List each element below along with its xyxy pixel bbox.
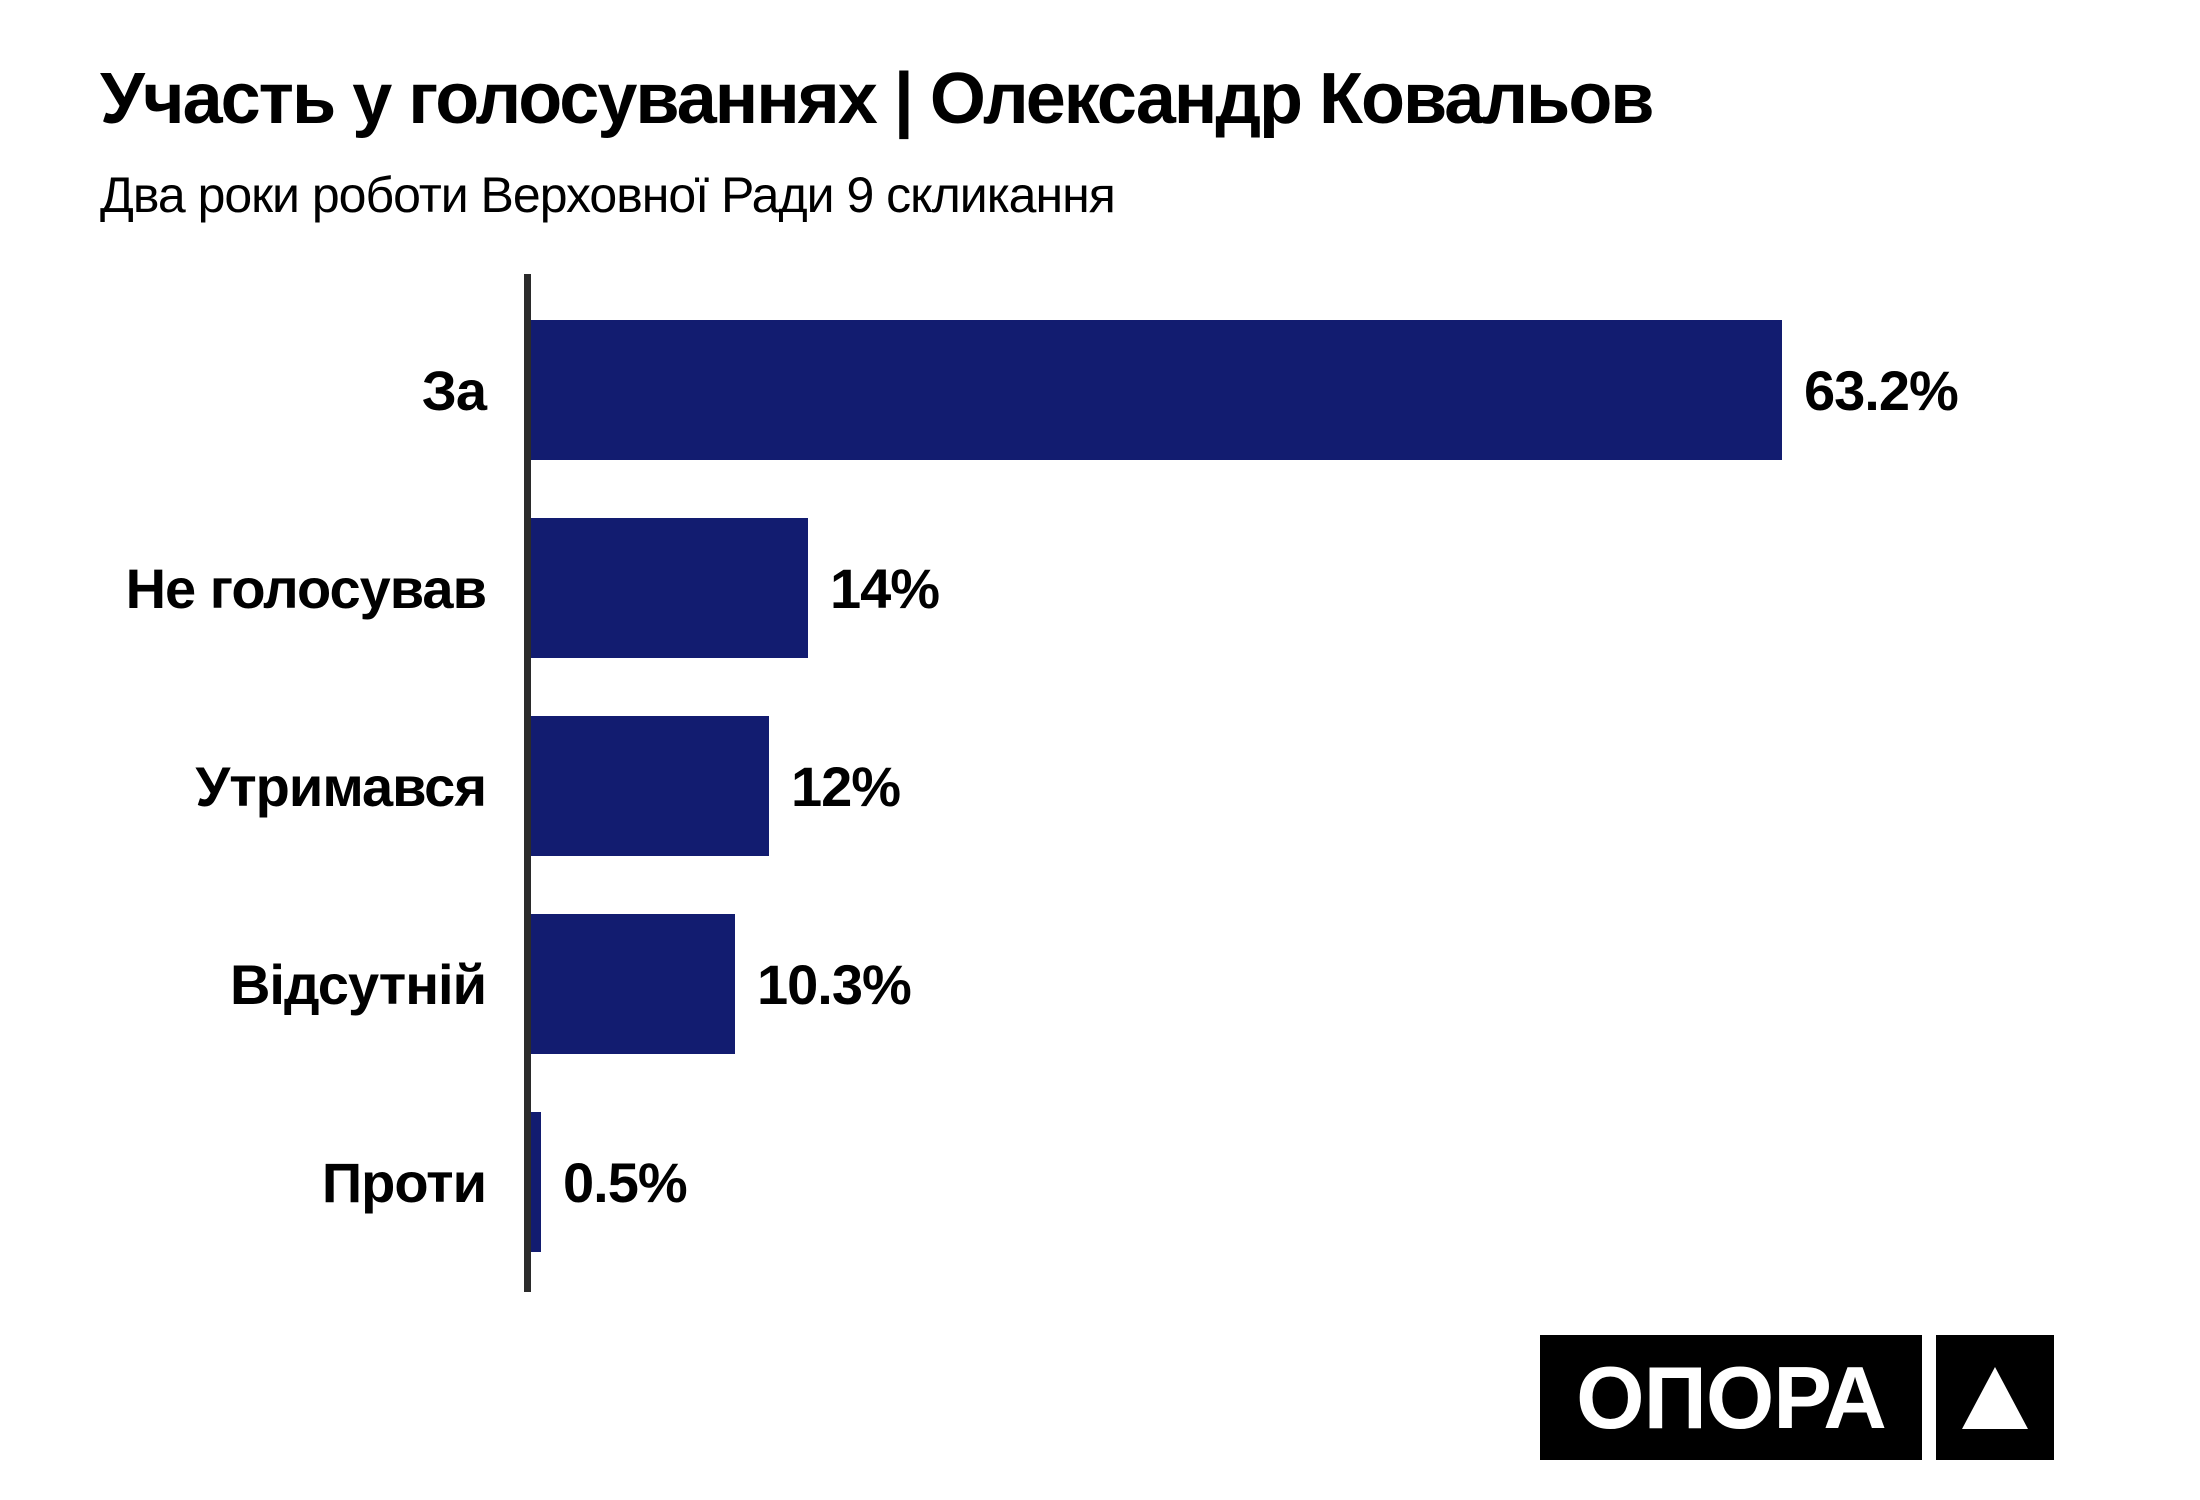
category-label: Відсутній [229,952,487,1016]
chart-subtitle: Два роки роботи Верховної Ради 9 скликан… [100,167,1116,223]
value-label: 14% [830,556,940,620]
bar [531,914,735,1054]
bar-row: Утримався 12% [0,716,2200,856]
category-label: Проти [321,1150,487,1214]
category-label: Не голосував [125,556,487,620]
triangle-up-icon [1962,1366,2028,1429]
y-axis-line [524,274,531,1292]
value-label: 12% [791,754,901,818]
value-label: 63.2% [1804,358,1959,422]
bar-row: Відсутній 10.3% [0,914,2200,1054]
bar [531,518,808,658]
opora-logo: ОПОРА [1540,1335,2054,1460]
category-label: За [421,358,487,422]
chart-title: Участь у голосуваннях | Олександр Коваль… [100,59,1655,139]
value-label: 0.5% [563,1150,688,1214]
bar [531,716,769,856]
value-label: 10.3% [757,952,912,1016]
bar-row: За 63.2% [0,320,2200,460]
bar-row: Не голосував 14% [0,518,2200,658]
bar [531,320,1782,460]
category-label: Утримався [195,754,487,818]
opora-wordmark: ОПОРА [1540,1335,1922,1460]
bar-row: Проти 0.5% [0,1112,2200,1252]
bar [531,1112,541,1252]
opora-logo-icon-box [1936,1335,2054,1460]
